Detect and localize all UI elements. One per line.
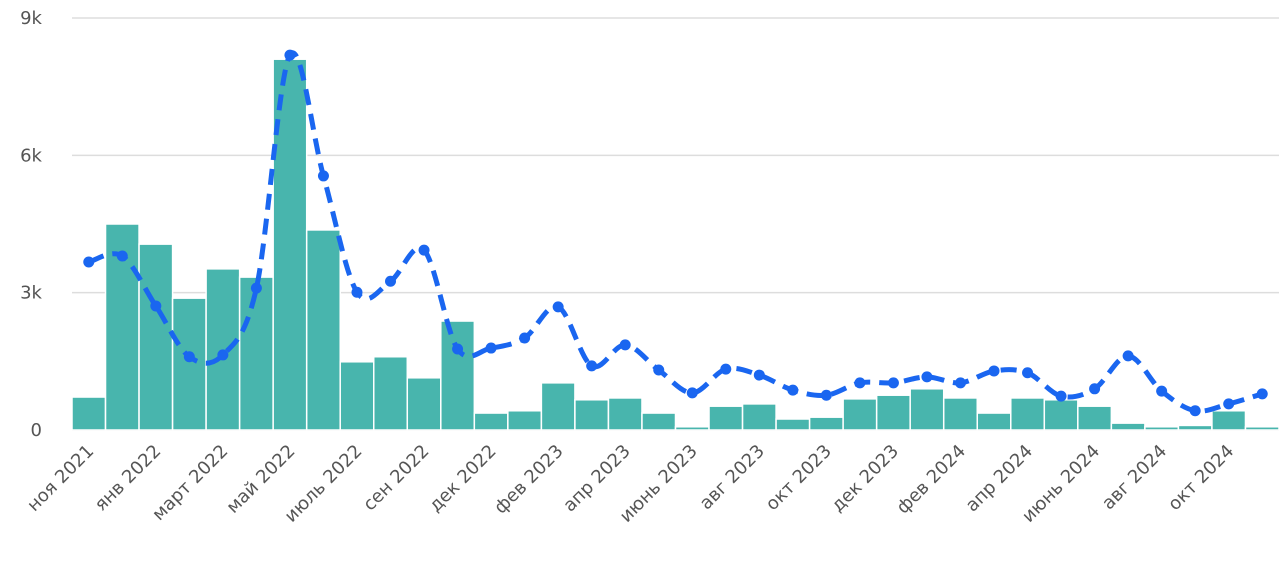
bar [373,356,409,431]
bar [942,397,979,431]
bar [574,399,610,431]
line-point [485,342,497,354]
x-tick-label: дек 2022 [425,441,501,517]
line-point [351,286,363,298]
line-point [921,371,933,383]
line-point [183,351,195,363]
bar [305,229,341,431]
x-tick-label: авг 2023 [696,441,769,514]
bar [641,412,677,431]
bar [976,412,1012,431]
bar [339,361,375,431]
line-point [284,49,296,61]
line-point [552,301,564,313]
bar [238,276,274,431]
bar [909,388,945,431]
line-point [1022,367,1034,379]
bar [473,412,509,431]
line-point [452,343,464,355]
y-tick-label: 0 [31,420,42,441]
line-point [418,244,430,256]
bar [842,398,878,431]
bar [272,58,308,431]
line-point [586,360,598,372]
bar [440,320,476,431]
line-point [1223,398,1235,410]
bar [708,405,744,431]
line-point [1156,385,1168,397]
x-tick-label: окт 2023 [762,441,836,515]
x-tick-label: фев 2024 [893,441,971,519]
line-point [854,377,866,389]
line-point [1189,405,1201,417]
line-point [150,300,162,312]
x-tick-label: авг 2024 [1098,441,1171,514]
bar [1144,426,1180,431]
line-point [83,256,95,268]
line-point [385,275,397,287]
bar [507,410,543,431]
line-point [217,349,229,361]
bar [1177,424,1213,431]
line-point [1055,390,1067,402]
line-point [250,282,262,294]
bar [540,382,576,431]
line-point [686,387,698,399]
bar [1244,426,1280,431]
bar [607,397,643,431]
bar [808,416,844,431]
y-tick-label: 6k [20,145,42,166]
line-point [820,389,832,401]
line-point [720,363,732,375]
bar [138,243,174,431]
line-point [653,364,665,376]
bar [1010,397,1046,431]
line-point [988,365,1000,377]
bar [674,426,710,431]
line-point [887,377,899,389]
line-point [1122,350,1134,362]
line-point [954,377,966,389]
line-point [317,170,329,182]
bar [775,418,811,431]
bar [406,377,442,431]
line-point [753,369,765,381]
x-tick-label: ноя 2021 [23,441,98,516]
line-point [1256,388,1268,400]
line-point [787,384,799,396]
bar [71,396,107,431]
y-tick-label: 3k [20,283,42,304]
line-point [1089,383,1101,395]
line-point [519,332,531,344]
bar [1110,422,1146,431]
y-tick-label: 9k [20,8,42,29]
x-tick-label: фев 2023 [490,441,568,519]
x-tick-label: окт 2024 [1164,441,1238,515]
bar [741,403,777,431]
bar [1077,405,1113,431]
line-point [619,339,631,351]
x-tick-label: дек 2023 [827,441,903,517]
line-point [116,250,128,262]
bar [875,394,911,431]
bar [1211,410,1247,431]
x-tick-label: сен 2022 [359,441,433,515]
bar [1043,399,1079,431]
bar [171,297,207,431]
